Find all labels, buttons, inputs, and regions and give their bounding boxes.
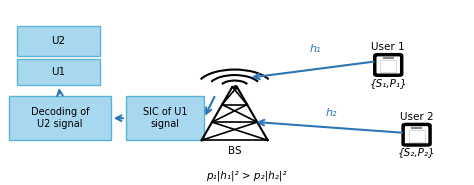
Text: Decoding of
U2 signal: Decoding of U2 signal bbox=[31, 107, 89, 129]
Text: h₂: h₂ bbox=[326, 108, 337, 118]
Text: User 1: User 1 bbox=[372, 42, 405, 52]
FancyBboxPatch shape bbox=[126, 96, 204, 140]
Text: U2: U2 bbox=[52, 36, 66, 46]
FancyBboxPatch shape bbox=[9, 96, 111, 140]
FancyBboxPatch shape bbox=[380, 60, 396, 72]
FancyBboxPatch shape bbox=[17, 59, 100, 85]
Text: {S₂,P₂}: {S₂,P₂} bbox=[398, 148, 436, 158]
Text: {S₁,P₁}: {S₁,P₁} bbox=[369, 78, 407, 88]
Text: BS: BS bbox=[228, 146, 241, 156]
Text: h₁: h₁ bbox=[309, 44, 321, 54]
Text: U1: U1 bbox=[52, 67, 66, 77]
Text: User 2: User 2 bbox=[400, 112, 433, 122]
FancyBboxPatch shape bbox=[403, 125, 430, 145]
FancyBboxPatch shape bbox=[17, 26, 100, 56]
FancyBboxPatch shape bbox=[375, 55, 401, 75]
Text: p₁|h₁|² > p₂|h₂|²: p₁|h₁|² > p₂|h₂|² bbox=[206, 170, 287, 181]
Text: SIC of U1
signal: SIC of U1 signal bbox=[143, 107, 187, 129]
FancyBboxPatch shape bbox=[409, 130, 425, 142]
